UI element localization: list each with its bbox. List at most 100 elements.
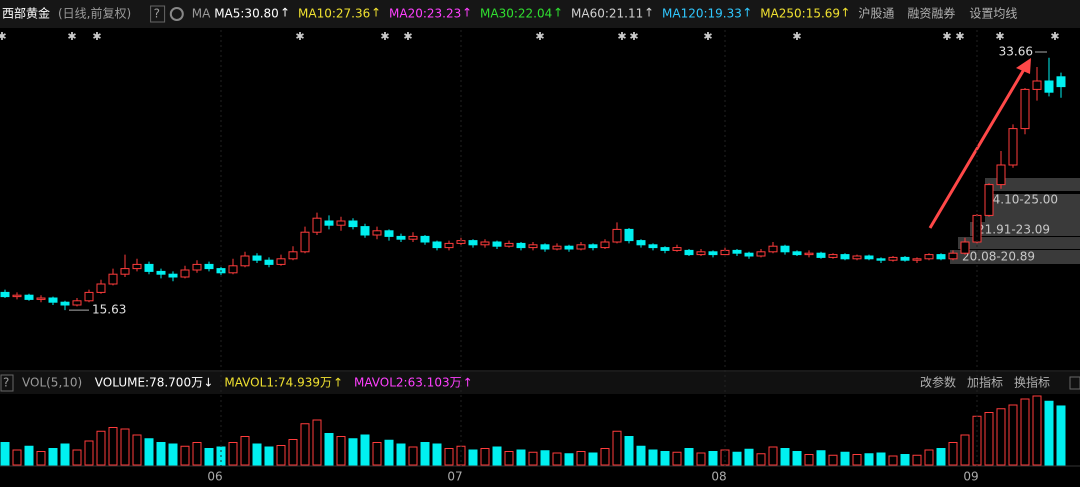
volume-bar <box>444 448 454 466</box>
candle-body <box>252 255 262 261</box>
event-marker: ✱ <box>617 30 626 43</box>
candle-body <box>840 254 850 260</box>
ma-arrow: ↑ <box>840 6 850 20</box>
volume-bar <box>588 452 598 466</box>
volume-bar <box>756 453 766 466</box>
volume-bar <box>564 453 574 466</box>
ma-value: MA10:27.36 <box>298 7 370 21</box>
candle-body <box>540 244 550 250</box>
help-box <box>150 5 166 23</box>
candle-body <box>672 247 682 251</box>
candle-body <box>24 294 34 300</box>
volume-bar <box>492 446 502 466</box>
volume-bar <box>828 454 838 466</box>
candle-body <box>144 263 154 272</box>
candle-body <box>168 273 178 278</box>
event-marker: ✱ <box>1050 30 1059 43</box>
volume-bar <box>240 436 250 466</box>
volume-bar <box>612 430 622 466</box>
candle-body <box>48 297 58 303</box>
top-bar <box>0 0 1080 28</box>
candle-body <box>996 164 1006 186</box>
volume-bar <box>204 448 214 466</box>
volume-bar <box>540 450 550 466</box>
ma-arrow: ↑ <box>553 6 563 20</box>
volume-bar <box>636 445 646 466</box>
volume-bar <box>624 436 634 466</box>
volume-bar <box>120 428 130 466</box>
candle-body <box>60 301 70 306</box>
x-tick-label: 08 <box>711 470 726 484</box>
help[interactable]: ? <box>3 376 9 390</box>
volume-bar <box>432 443 442 466</box>
candle-body <box>732 249 742 254</box>
ma-arrow: ↑ <box>644 6 654 20</box>
volume-bar <box>732 451 742 466</box>
candle-body <box>900 256 910 261</box>
candle-body <box>468 240 478 246</box>
ma-value: MA120:19.33 <box>662 7 742 21</box>
volume-bar <box>984 412 994 466</box>
candle-body <box>384 230 394 237</box>
volume-bar <box>324 433 334 466</box>
candle-body <box>516 242 526 249</box>
candle-body <box>624 228 634 242</box>
volume-profile <box>970 222 1080 236</box>
candle-body <box>780 245 790 253</box>
event-marker: ✱ <box>0 30 7 43</box>
vol-link[interactable]: 换指标 <box>1014 375 1050 390</box>
volume-bar <box>420 442 430 466</box>
volume-bar <box>576 451 586 466</box>
candle-body <box>264 259 274 265</box>
candle-body <box>636 240 646 246</box>
volume-profile <box>958 237 1080 249</box>
volume-bar <box>468 449 478 466</box>
volume-bar <box>12 449 22 466</box>
vol-value: VOLUME:78.700万 <box>95 376 203 390</box>
volume-bar <box>924 449 934 466</box>
volume-bar <box>60 443 70 466</box>
candle-body <box>948 252 958 260</box>
candle-body <box>588 244 598 249</box>
candle-body <box>312 217 322 233</box>
volume-bar <box>276 445 286 466</box>
candle-body <box>552 245 562 250</box>
volume-bar <box>36 451 46 466</box>
vol-link[interactable]: 改参数 <box>920 375 956 390</box>
candle-body <box>816 252 826 258</box>
volume-bar <box>552 452 562 466</box>
candle-body <box>492 241 502 247</box>
candle-body <box>1056 76 1066 88</box>
volume-bar <box>348 438 358 466</box>
volume-bar <box>1056 405 1066 466</box>
band-label: 20.08-20.89 <box>962 250 1035 264</box>
volume-bar <box>768 446 778 466</box>
volume-bar <box>528 451 538 466</box>
volume-bar <box>516 449 526 466</box>
ma-label: MA <box>192 7 211 21</box>
volume-bar <box>792 451 802 466</box>
event-marker: ✱ <box>703 30 712 43</box>
volume-bar <box>672 451 682 466</box>
volume-bar <box>996 408 1006 466</box>
header-link[interactable]: 沪股通 <box>858 7 894 21</box>
volume-bar <box>96 430 106 466</box>
candle-body <box>12 294 22 298</box>
volume-bar <box>372 442 382 466</box>
candle-body <box>432 241 442 249</box>
volume-bar <box>888 455 898 466</box>
header-link[interactable]: 设置均线 <box>969 7 1017 21</box>
vol-link[interactable]: 加指标 <box>967 375 1003 390</box>
volume-bar <box>144 438 154 466</box>
header-link[interactable]: 融资融券 <box>907 6 955 21</box>
ma-arrow: ↑ <box>462 6 472 20</box>
candle-body <box>108 273 118 285</box>
candle-body <box>960 241 970 254</box>
help[interactable]: ? <box>154 7 160 21</box>
volume-bar <box>72 449 82 466</box>
candle-body <box>756 251 766 257</box>
candle-body <box>696 251 706 256</box>
volume-bar <box>852 454 862 466</box>
candle-body <box>768 245 778 253</box>
